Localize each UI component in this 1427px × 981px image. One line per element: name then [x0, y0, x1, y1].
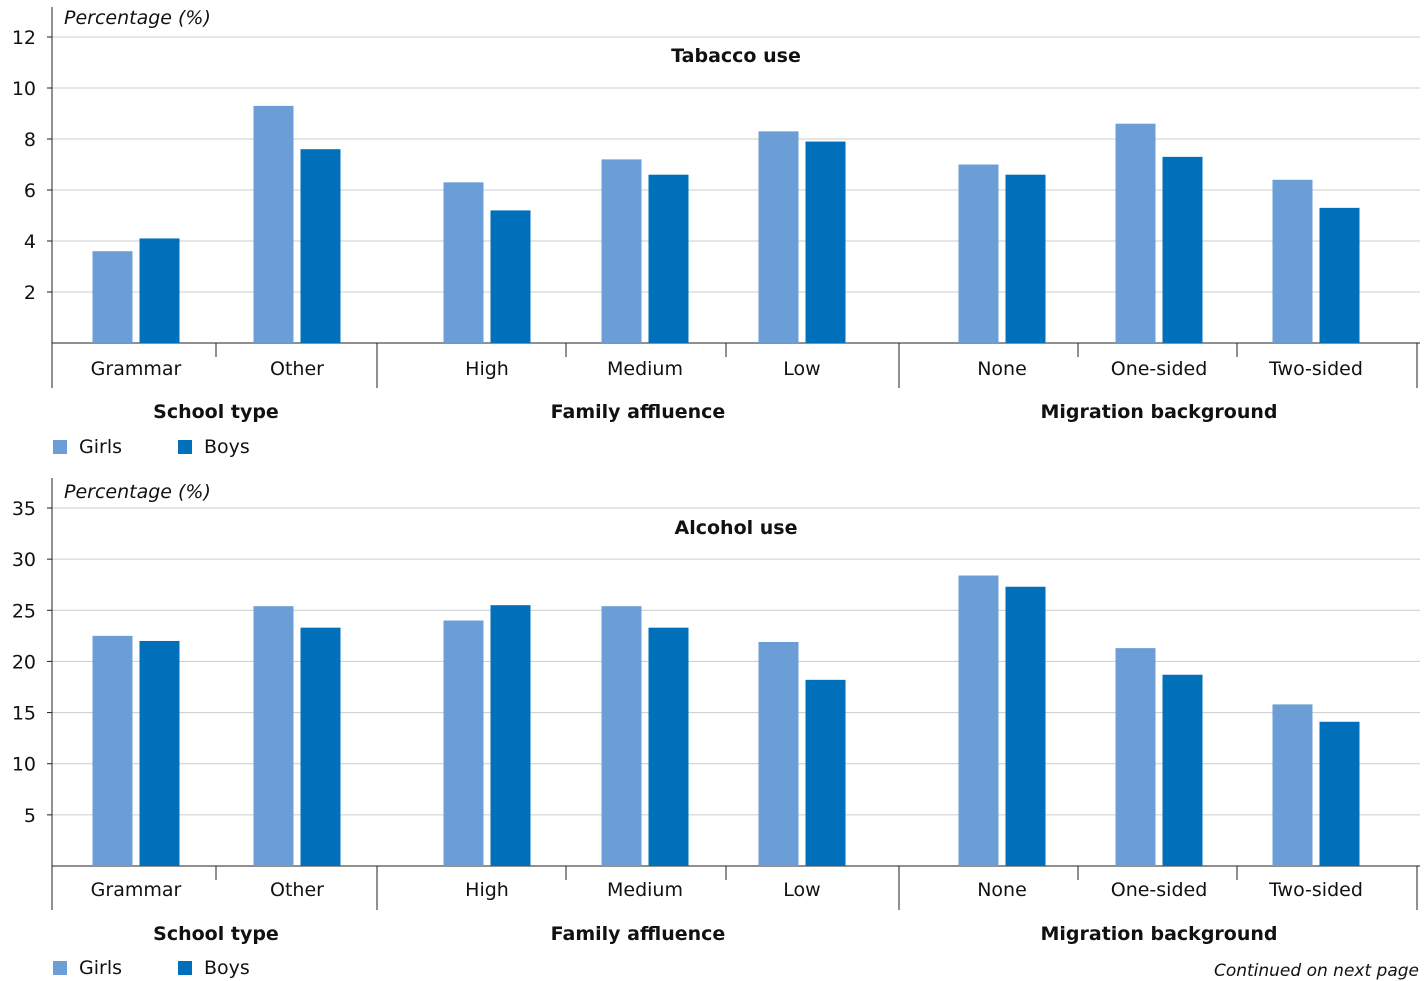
- chart-title: Tabacco use: [671, 45, 801, 67]
- bar-boys-two-sided: [1319, 721, 1360, 866]
- chart-legend: Girls Boys: [53, 436, 306, 458]
- bar-girls-two-sided: [1272, 704, 1313, 866]
- group-label: Family affluence: [551, 401, 726, 423]
- bar-girls-two-sided: [1272, 179, 1313, 343]
- x-tick-label: Low: [783, 358, 820, 380]
- y-tick-label: 35: [12, 498, 36, 520]
- x-tick-label: High: [465, 358, 509, 380]
- y-tick-label: 8: [24, 129, 36, 151]
- bar-boys-two-sided: [1319, 207, 1360, 343]
- bar-girls-one-sided: [1115, 648, 1156, 866]
- legend-swatch-boys: [178, 440, 192, 454]
- x-tick-label: Other: [270, 879, 324, 901]
- group-label: Family affluence: [551, 923, 726, 945]
- y-tick-label: 10: [12, 78, 36, 100]
- y-tick-label: 6: [24, 180, 36, 202]
- bar-girls-other: [253, 606, 294, 866]
- legend-item-boys: Boys: [178, 957, 250, 979]
- bar-boys-none: [1005, 586, 1046, 866]
- bar-girls-other: [253, 105, 294, 343]
- y-tick-label: 12: [12, 27, 36, 49]
- bar-boys-high: [490, 605, 531, 866]
- x-tick-label: Grammar: [91, 358, 182, 380]
- alcohol-use-chart: 5 10 15 20 25 30 35 Percentage (%) Alcohol use Gr…: [12, 478, 1420, 945]
- y-tick-label: 4: [24, 231, 36, 253]
- bar-girls-high: [443, 182, 484, 343]
- y-tick-label: 2: [24, 282, 36, 304]
- legend-label-girls: Girls: [79, 436, 122, 458]
- x-tick-label: None: [977, 879, 1027, 901]
- bar-boys-one-sided: [1162, 674, 1203, 866]
- legend-item-girls: Girls: [53, 436, 122, 458]
- chart-legend: Girls Boys: [53, 957, 306, 979]
- bar-girls-none: [958, 164, 999, 343]
- group-label: Migration background: [1041, 401, 1278, 423]
- legend-swatch-girls: [53, 961, 67, 975]
- bar-boys-grammar: [139, 238, 180, 343]
- x-tick-label: None: [977, 358, 1027, 380]
- bar-boys-one-sided: [1162, 156, 1203, 343]
- x-tick-label: Medium: [607, 358, 683, 380]
- legend-item-boys: Boys: [178, 436, 250, 458]
- tobacco-use-chart: 2 4 6 8 10 12 Percentage (%) Tabacco use Grammar…: [12, 7, 1420, 423]
- bar-boys-low: [805, 141, 846, 343]
- x-tick-label: Low: [783, 879, 820, 901]
- x-tick-label: Medium: [607, 879, 683, 901]
- y-tick-label: 25: [12, 600, 36, 622]
- bar-girls-low: [758, 641, 799, 866]
- chart-title: Alcohol use: [675, 517, 798, 539]
- bar-girls-grammar: [92, 251, 133, 343]
- legend-label-girls: Girls: [79, 957, 122, 979]
- y-axis-label: Percentage (%): [64, 481, 211, 503]
- bar-boys-low: [805, 679, 846, 866]
- group-label: Migration background: [1041, 923, 1278, 945]
- bar-girls-low: [758, 131, 799, 343]
- legend-swatch-boys: [178, 961, 192, 975]
- y-axis-label: Percentage (%): [64, 7, 211, 29]
- bar-boys-high: [490, 210, 531, 343]
- legend-item-girls: Girls: [53, 957, 122, 979]
- bar-boys-none: [1005, 174, 1046, 343]
- x-tick-label: Two-sided: [1268, 879, 1363, 901]
- bar-girls-medium: [601, 159, 642, 343]
- y-tick-label: 10: [12, 754, 36, 776]
- group-label: School type: [153, 923, 279, 945]
- bar-girls-medium: [601, 606, 642, 866]
- bar-girls-one-sided: [1115, 123, 1156, 343]
- tobacco-chart-panel: 2 4 6 8 10 12 Percentage (%) Tabacco use Grammar…: [0, 0, 1427, 470]
- x-tick-label: Two-sided: [1268, 358, 1363, 380]
- continued-footnote: Continued on next page: [1213, 961, 1419, 981]
- bar-boys-medium: [648, 174, 689, 343]
- x-tick-label: One-sided: [1111, 358, 1208, 380]
- x-tick-label: Other: [270, 358, 324, 380]
- bar-girls-grammar: [92, 635, 133, 866]
- bar-boys-other: [300, 627, 341, 866]
- alcohol-chart-panel: 5 10 15 20 25 30 35 Percentage (%) Alcohol use Gr…: [0, 474, 1427, 981]
- y-tick-label: 20: [12, 651, 36, 673]
- x-tick-label: One-sided: [1111, 879, 1208, 901]
- bar-girls-none: [958, 575, 999, 866]
- y-tick-label: 5: [24, 805, 36, 827]
- bar-boys-medium: [648, 627, 689, 866]
- legend-label-boys: Boys: [204, 957, 250, 979]
- legend-swatch-girls: [53, 440, 67, 454]
- bar-girls-high: [443, 620, 484, 866]
- bar-boys-other: [300, 149, 341, 343]
- y-tick-label: 30: [12, 549, 36, 571]
- x-tick-label: Grammar: [91, 879, 182, 901]
- bar-boys-grammar: [139, 640, 180, 866]
- x-tick-label: High: [465, 879, 509, 901]
- legend-label-boys: Boys: [204, 436, 250, 458]
- group-label: School type: [153, 401, 279, 423]
- y-tick-label: 15: [12, 703, 36, 725]
